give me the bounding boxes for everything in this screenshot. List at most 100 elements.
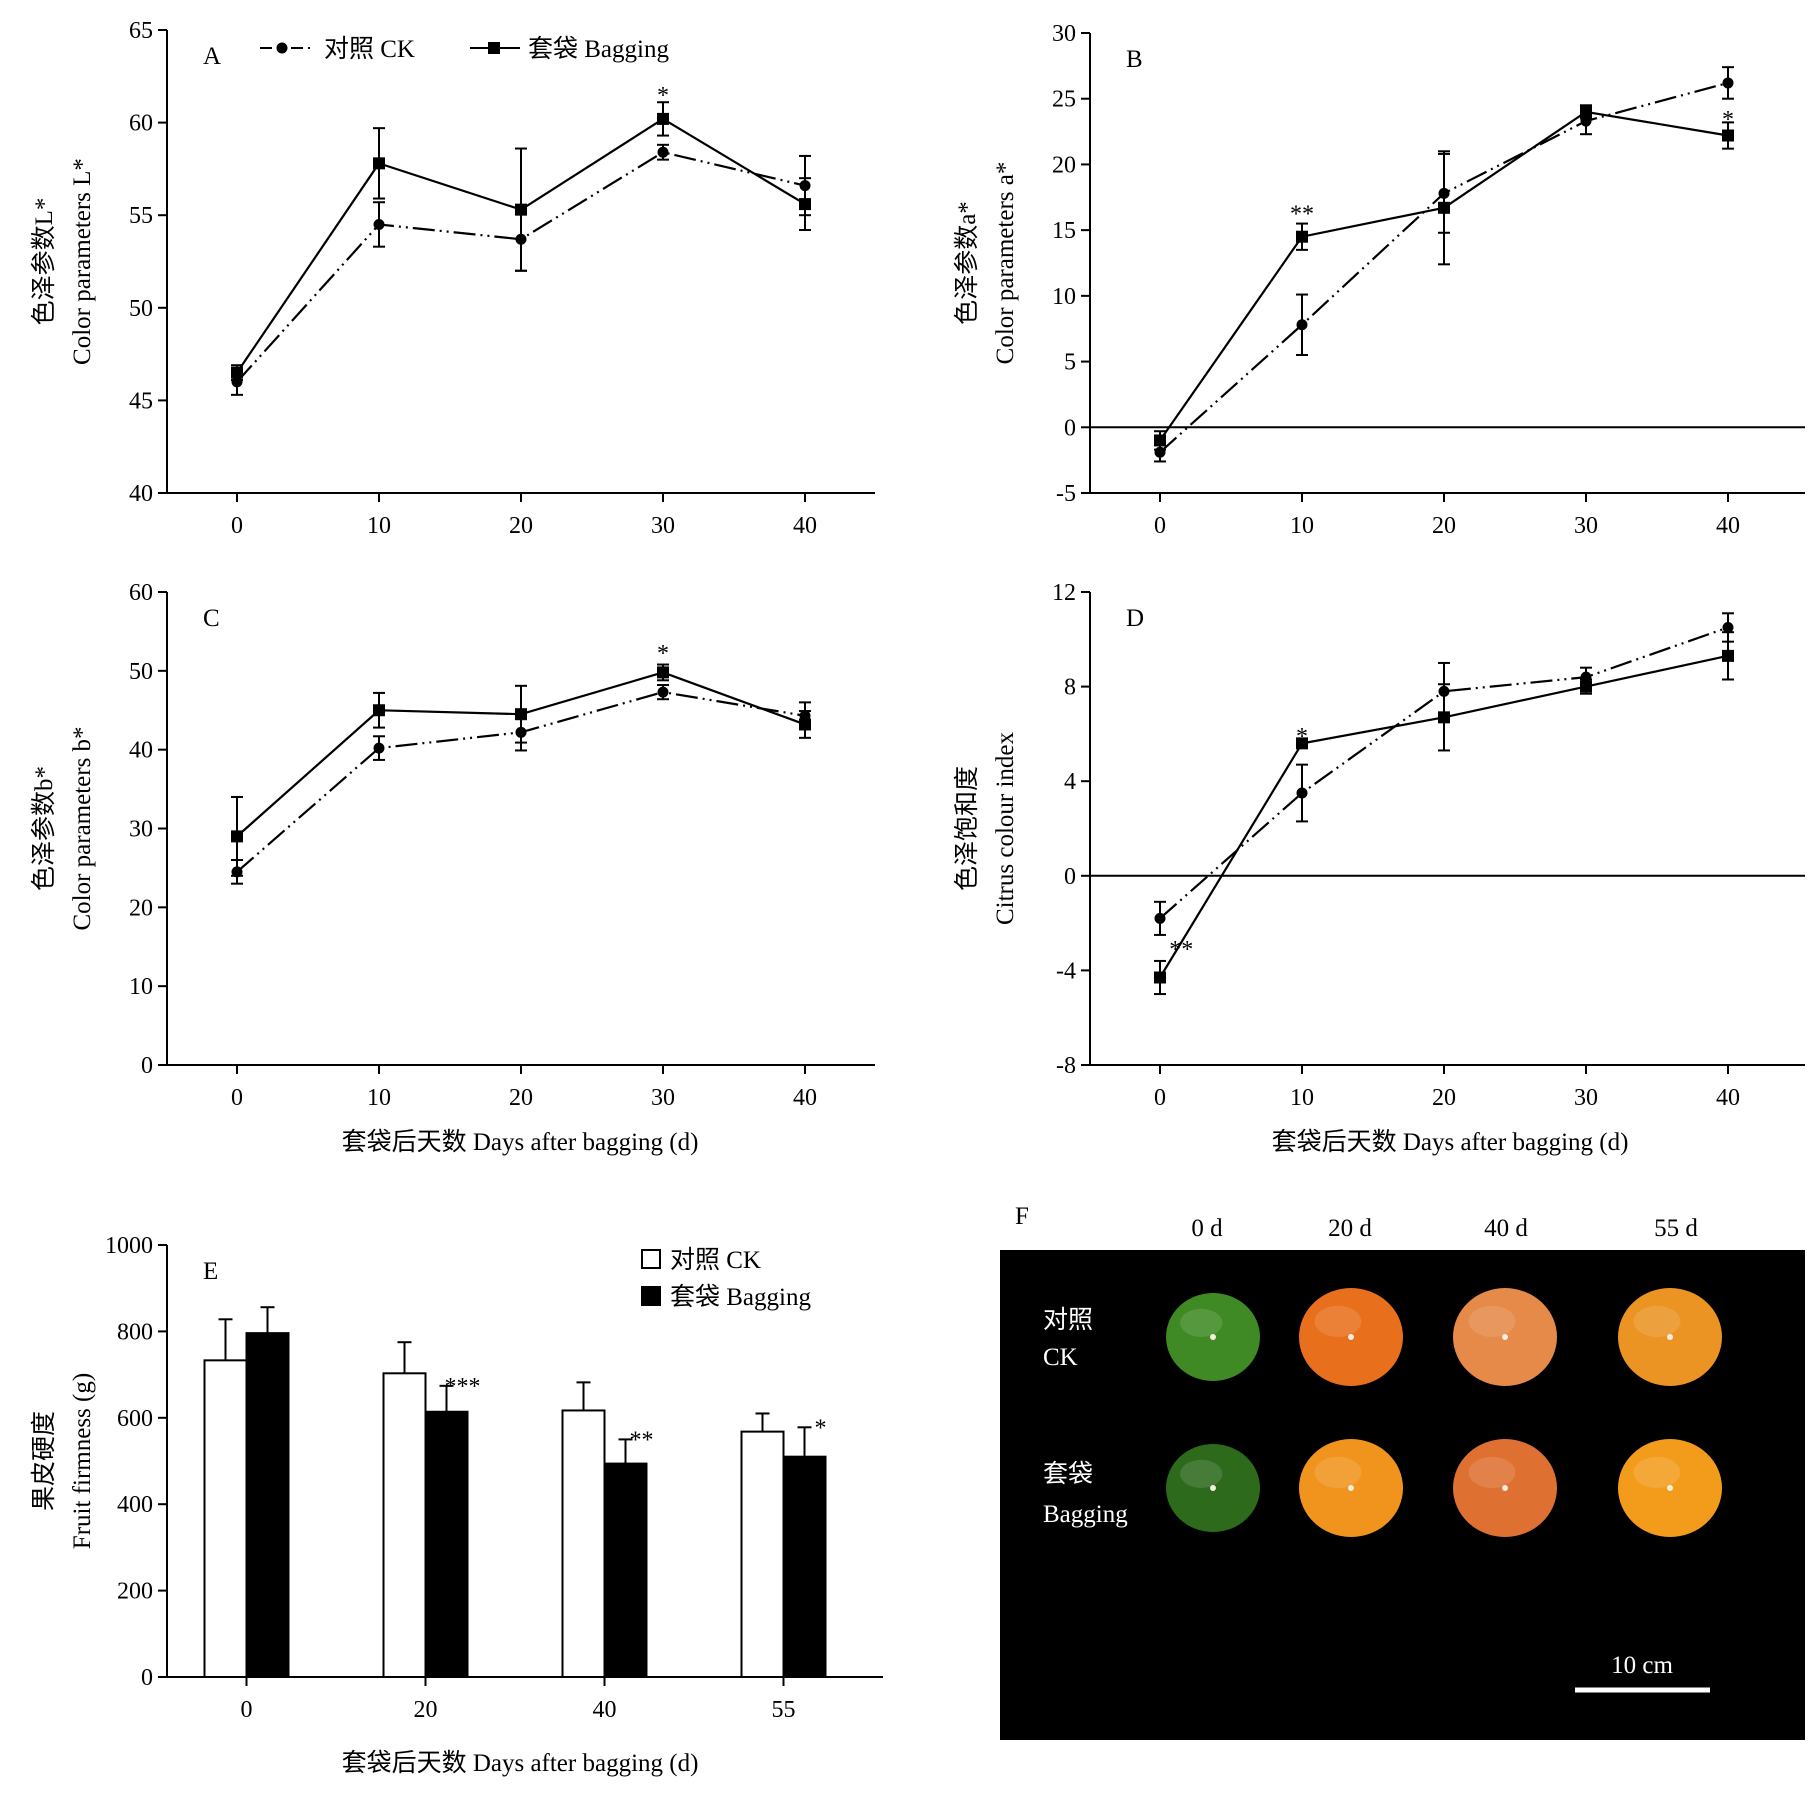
y-tick-label: 65 (129, 18, 153, 44)
panel-b: -5 0 5 10 15 20 25 30 色泽参数a* Color parameters a* B… (953, 21, 1805, 539)
fruit (1453, 1288, 1557, 1386)
x-tick-label: 0 (231, 1085, 243, 1111)
fruit (1299, 1288, 1403, 1386)
y-tick-label: 60 (129, 111, 153, 137)
x-tick-label: 40 (793, 1085, 817, 1111)
x-tick-label: 30 (651, 1085, 675, 1111)
ck-bar (561, 1409, 606, 1679)
x-tick-label: 10 (367, 1085, 391, 1111)
bagging-point (1438, 201, 1450, 214)
y-tick-label: 0 (1064, 864, 1076, 890)
ck-point (1296, 319, 1308, 331)
x-tick-label: 40 (793, 513, 817, 539)
bagging-point (231, 366, 243, 379)
bagging-point (657, 666, 669, 679)
significance-mark: * (657, 83, 669, 109)
fruit-highlight (1468, 1456, 1516, 1488)
y-tick-label: 40 (129, 738, 153, 764)
bagging-bar (245, 1332, 290, 1679)
panel-f-label: F (1015, 1203, 1029, 1230)
y-axis-title: 色泽饱和度 (953, 766, 981, 891)
ck-bar (740, 1430, 785, 1679)
x-tick-label: 0 (1154, 1085, 1166, 1111)
bagging-point (1722, 649, 1734, 662)
y-tick-label: -8 (1056, 1053, 1076, 1079)
significance-mark: ** (630, 1427, 654, 1453)
significance-mark: * (815, 1415, 827, 1441)
bagging-point (1580, 105, 1592, 118)
bagging-point (515, 203, 527, 216)
photo-row-label-ck-en: CK (1043, 1344, 1078, 1371)
bagging-point (373, 157, 385, 170)
y-tick-label: 50 (129, 296, 153, 322)
fruit (1618, 1439, 1722, 1537)
legend-ck-label: 对照 CK (324, 35, 415, 63)
y-axis-title: Color parameters b* (69, 726, 96, 930)
fruit (1166, 1444, 1260, 1532)
y-axis-title: 色泽参数b* (30, 766, 58, 891)
fruit-highlight (1180, 1308, 1223, 1337)
x-tick-label: 20 (1432, 513, 1456, 539)
y-tick-label: 20 (129, 895, 153, 921)
bagging-point (1154, 434, 1166, 447)
x-tick-label: 30 (1574, 1085, 1598, 1111)
y-tick-label: 45 (129, 388, 153, 414)
y-axis-title: Citrus colour index (992, 731, 1019, 925)
fruit-highlight (1180, 1459, 1223, 1488)
significance-mark: ** (1169, 937, 1193, 963)
x-tick-label: 30 (1574, 513, 1598, 539)
panel-label: C (203, 605, 220, 632)
ck-series-line (1159, 626, 1729, 920)
fruit-highlight (1468, 1305, 1516, 1337)
legend-ck-swatch (641, 1249, 661, 1269)
panel-label: D (1126, 605, 1144, 632)
ck-point (657, 146, 669, 158)
photo-column-label: 55 d (1654, 1215, 1698, 1242)
y-tick-label: 30 (129, 817, 153, 843)
bagging-point (1722, 129, 1734, 142)
fruit-calyx (1348, 1334, 1354, 1340)
y-tick-label: 800 (117, 1319, 153, 1345)
y-axis-title: Color parameters a* (992, 162, 1019, 365)
legend-bagging-label: 套袋 Bagging (528, 35, 669, 63)
fruit-calyx (1502, 1334, 1508, 1340)
bagging-point (799, 198, 811, 211)
x-tick-label: 0 (231, 513, 243, 539)
x-axis-title-left: 套袋后天数 Days after bagging (d) (342, 1128, 699, 1156)
x-tick-label: 10 (1290, 1085, 1314, 1111)
x-tick-label: 0 (241, 1697, 253, 1723)
x-tick-label: 20 (1432, 1085, 1456, 1111)
legend-ck-marker (276, 42, 288, 54)
x-tick-label: 20 (509, 1085, 533, 1111)
ck-point (1722, 621, 1734, 633)
y-tick-label: 0 (141, 1665, 153, 1691)
fruit (1166, 1293, 1260, 1381)
bagging-point (799, 718, 811, 731)
bagging-point (515, 708, 527, 721)
y-tick-label: -5 (1056, 481, 1076, 507)
bagging-point (1296, 737, 1308, 750)
ck-point (373, 742, 385, 754)
photo-row-label-ck-zh: 对照 (1043, 1306, 1093, 1334)
y-tick-label: 8 (1064, 675, 1076, 701)
fruit-calyx (1210, 1485, 1216, 1491)
legend-bagging-swatch (641, 1286, 661, 1306)
y-tick-label: 40 (129, 481, 153, 507)
significance-mark: * (1722, 107, 1734, 133)
bagging-point (231, 830, 243, 843)
fruit-highlight (1314, 1456, 1362, 1488)
bagging-point (657, 112, 669, 125)
legend-bagging-label: 套袋 Bagging (670, 1283, 811, 1311)
significance-mark: *** (445, 1374, 481, 1400)
x-tick-label: 40 (1716, 1085, 1740, 1111)
x-tick-label: 30 (651, 513, 675, 539)
panel-label: A (203, 43, 221, 70)
bagging-bar (603, 1462, 648, 1679)
x-axis-title-right: 套袋后天数 Days after bagging (d) (1272, 1128, 1629, 1156)
bagging-point (1154, 971, 1166, 984)
y-tick-label: 50 (129, 659, 153, 685)
fruit-calyx (1348, 1485, 1354, 1491)
y-axis-title: Fruit firmness (g) (69, 1373, 96, 1549)
